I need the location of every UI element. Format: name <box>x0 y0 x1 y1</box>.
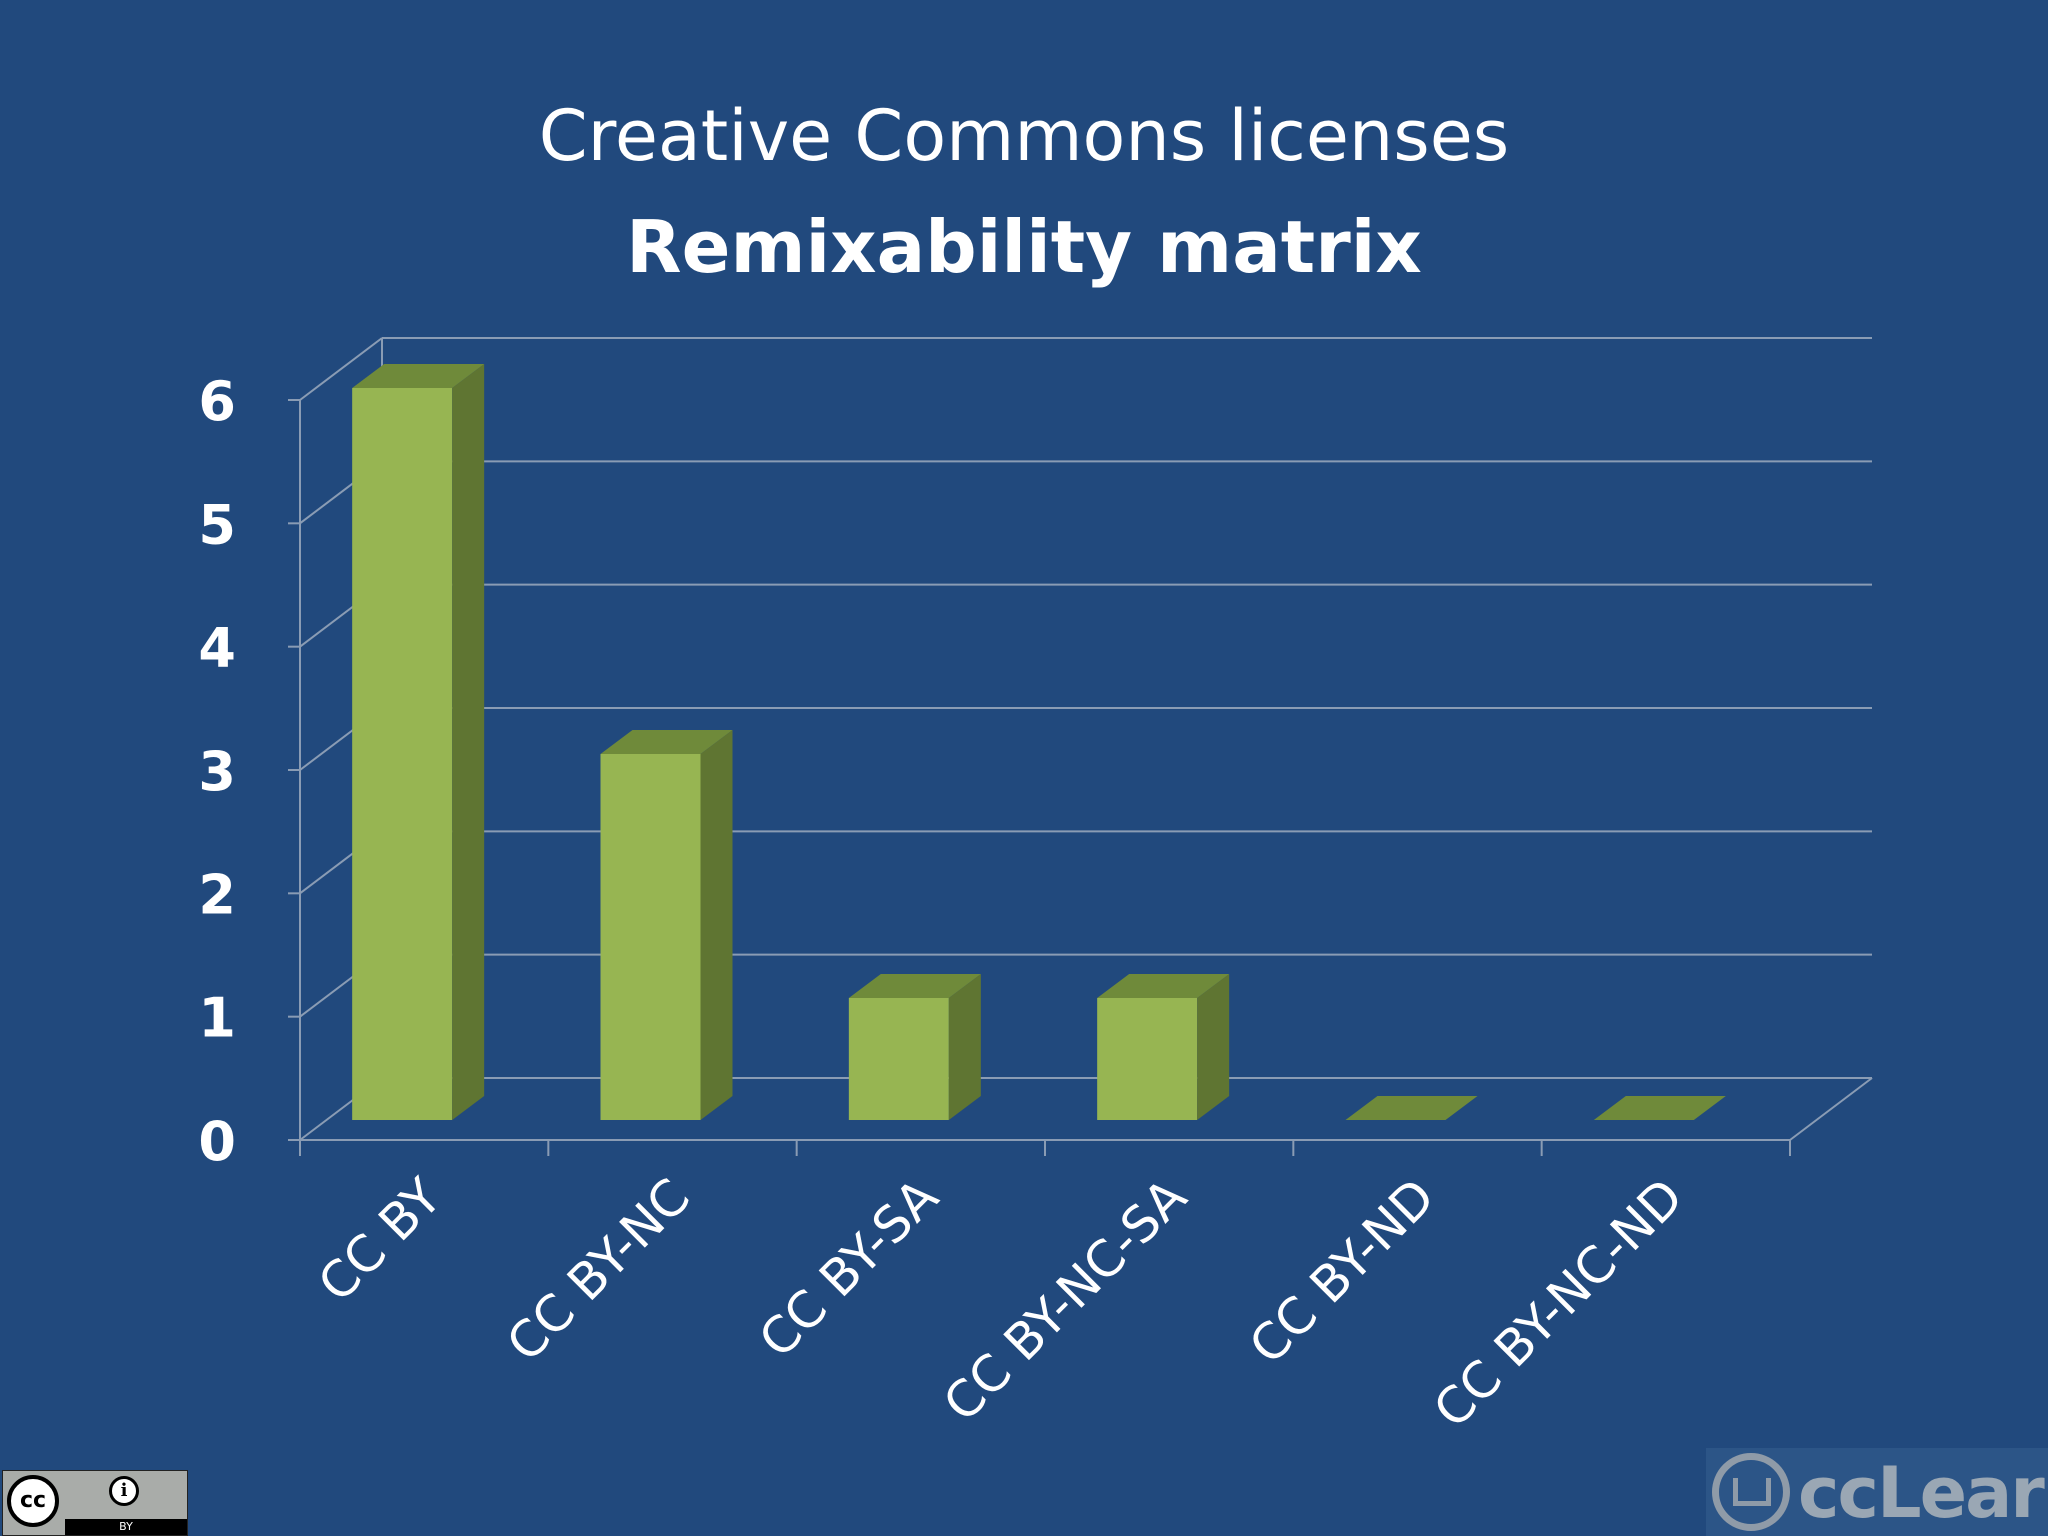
bar-front <box>352 388 453 1120</box>
y-tick-label: 4 <box>198 617 236 680</box>
side-wall-gridline <box>299 337 383 401</box>
cc-icon: cc <box>7 1475 59 1527</box>
bar-top <box>352 364 485 388</box>
floor-edge <box>1789 1077 1873 1141</box>
x-tick-label: CC BY-NC-SA <box>932 1167 1197 1432</box>
x-tick-label: CC BY-NC <box>496 1167 701 1372</box>
x-tick-label: CC BY-ND <box>1238 1167 1446 1375</box>
bar-top <box>1345 1096 1478 1120</box>
bar-top <box>848 974 981 998</box>
chart-subtitle: Remixability matrix <box>626 205 1422 289</box>
y-tick-label: 3 <box>198 740 236 803</box>
bar-side <box>700 730 733 1120</box>
bar-cc-by-nd <box>1345 1096 1478 1120</box>
bar-top <box>600 730 733 754</box>
cclearn-logo-text: ccLearn <box>1798 1452 2048 1534</box>
attribution-icon: i <box>109 1476 139 1506</box>
bar-side <box>948 974 981 1120</box>
bar-top <box>1097 974 1230 998</box>
x-tick-label: CC BY <box>307 1167 453 1313</box>
bar-front <box>600 754 701 1120</box>
chart-title: Creative Commons licenses <box>538 95 1510 177</box>
cc-by-license-badge[interactable]: cc i BY <box>2 1470 188 1536</box>
bar-cc-by-nc-nd <box>1593 1096 1726 1120</box>
bar-cc-by-sa <box>848 974 981 1120</box>
y-tick-label: 0 <box>198 1110 236 1173</box>
bar-side <box>1197 974 1230 1120</box>
x-tick-label: CC BY-NC-ND <box>1423 1167 1695 1439</box>
cclearn-logo[interactable]: ccLearn <box>1706 1448 2048 1536</box>
bar-front <box>1097 998 1198 1120</box>
bar-cc-by <box>352 364 485 1120</box>
bar-cc-by-nc-sa <box>1097 974 1230 1120</box>
bar-side <box>452 364 485 1120</box>
y-tick-label: 6 <box>198 370 236 433</box>
y-tick-label: 1 <box>198 987 236 1050</box>
bar-top <box>1593 1096 1726 1120</box>
y-tick-label: 2 <box>198 863 236 926</box>
bar-front <box>848 998 949 1120</box>
cclearn-logo-icon <box>1712 1453 1790 1531</box>
license-label: BY <box>65 1519 187 1535</box>
x-tick-label: CC BY-SA <box>748 1167 949 1368</box>
bar-cc-by-nc <box>600 730 733 1120</box>
y-tick-label: 5 <box>198 493 236 556</box>
